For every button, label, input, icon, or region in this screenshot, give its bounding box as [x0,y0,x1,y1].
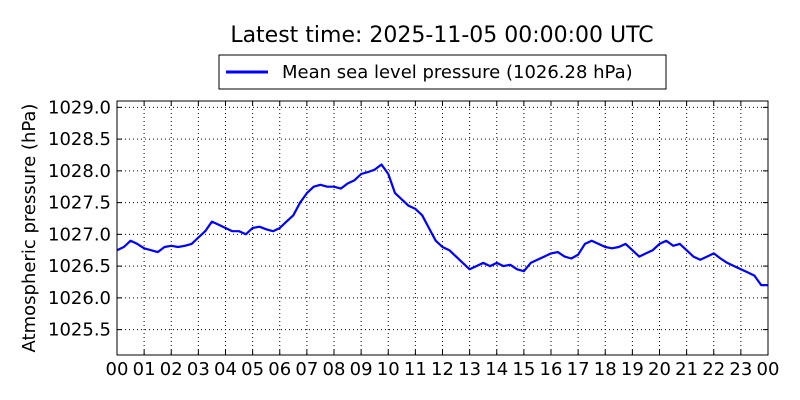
legend-box [218,54,667,90]
x-tick-label: 08 [323,359,346,380]
x-tick-label: 11 [404,359,427,380]
x-tick-label: 16 [540,359,563,380]
x-tick-label: 13 [458,359,481,380]
x-tick-label: 14 [485,359,508,380]
x-tick-label: 05 [241,359,264,380]
chart-title: Latest time: 2025-11-05 00:00:00 UTC [230,23,653,48]
x-tick-label: 20 [648,359,671,380]
y-tick-label: 1026.0 [48,288,111,309]
x-tick-label: 06 [268,359,291,380]
y-tick-label: 1029.0 [48,97,111,118]
x-tick-label: 09 [350,359,373,380]
x-tick-label: 03 [187,359,210,380]
x-tick-label: 15 [512,359,535,380]
x-axis: 00 01 02 03 04 05 06 07 08 09 10 11 12 13 14 15 16 17 18 19… [106,101,780,380]
x-tick-label: 22 [702,359,725,380]
y-axis: 1025.5 1026.0 1026.5 1027.0 1027.5 1028.0 1028… [48,97,768,341]
x-tick-label: 02 [160,359,183,380]
y-tick-label: 1028.5 [48,129,111,150]
x-tick-label: 01 [133,359,156,380]
x-tick-label: 00 [757,359,780,380]
x-tick-label: 10 [377,359,400,380]
y-tick-label: 1025.5 [48,320,111,341]
plot-frame [116,100,769,356]
legend: Mean sea level pressure (1026.28 hPa) [218,54,667,90]
y-tick-label: 1026.5 [48,256,111,277]
x-tick-label: 17 [567,359,590,380]
grid [117,101,768,355]
plot-lines [116,163,768,287]
x-tick-label: 21 [675,359,698,380]
y-axis-label: Atmospheric pressure (hPa) [19,104,40,353]
x-tick-label: 19 [621,359,644,380]
legend-label: Mean sea level pressure (1026.28 hPa) [282,62,633,83]
y-tick-label: 1027.0 [48,224,111,245]
x-tick-label: 18 [594,359,617,380]
y-tick-label: 1028.0 [48,161,111,182]
x-tick-label: 04 [214,359,237,380]
x-tick-label: 23 [729,359,752,380]
x-tick-label: 07 [295,359,318,380]
y-tick-label: 1027.5 [48,193,111,214]
x-tick-label: 12 [431,359,454,380]
x-tick-label: 00 [106,359,129,380]
series-line [116,163,768,287]
